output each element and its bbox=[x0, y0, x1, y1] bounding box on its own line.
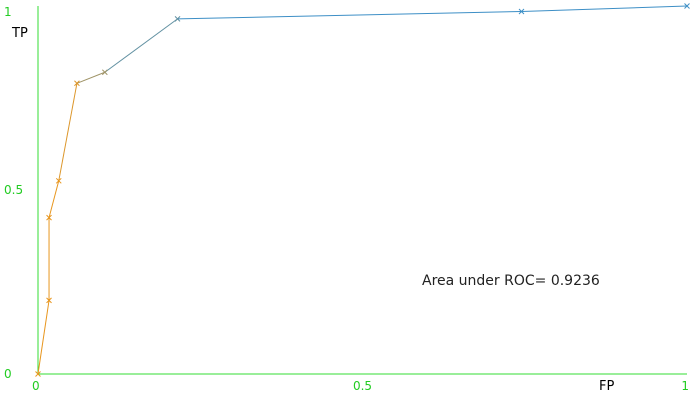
roc-point-marker bbox=[174, 16, 181, 22]
roc-segment bbox=[58, 83, 78, 181]
roc-point-marker bbox=[55, 177, 62, 184]
roc-segment bbox=[104, 18, 178, 73]
roc-segment bbox=[48, 180, 60, 218]
roc-curve bbox=[37, 5, 688, 375]
x-tick-label: 0.5 bbox=[353, 379, 372, 393]
y-tick-label: 1 bbox=[4, 5, 12, 19]
roc-point-marker bbox=[46, 214, 52, 221]
x-axis-title: FP bbox=[599, 379, 614, 394]
roc-point-marker bbox=[518, 8, 525, 15]
roc-segment bbox=[177, 11, 522, 20]
x-tick-label: 0 bbox=[32, 379, 40, 393]
roc-point-marker bbox=[101, 69, 108, 76]
y-tick-label: 0 bbox=[4, 367, 12, 381]
roc-point-marker bbox=[46, 297, 52, 304]
roc-points bbox=[35, 3, 690, 377]
roc-segment bbox=[76, 71, 106, 84]
roc-point-marker bbox=[35, 371, 41, 377]
y-tick-label: 0.5 bbox=[4, 183, 23, 197]
y-axis-title: TP bbox=[11, 26, 28, 41]
roc-segment bbox=[521, 5, 688, 13]
roc-segment bbox=[37, 300, 50, 375]
auc-annotation: Area under ROC= 0.9236 bbox=[422, 273, 600, 289]
roc-point-marker bbox=[74, 80, 80, 87]
x-tick-label: 1 bbox=[681, 379, 689, 393]
roc-point-marker bbox=[684, 3, 690, 9]
tick-labels: 0 0.5 1 0 0.5 1 bbox=[4, 5, 689, 393]
